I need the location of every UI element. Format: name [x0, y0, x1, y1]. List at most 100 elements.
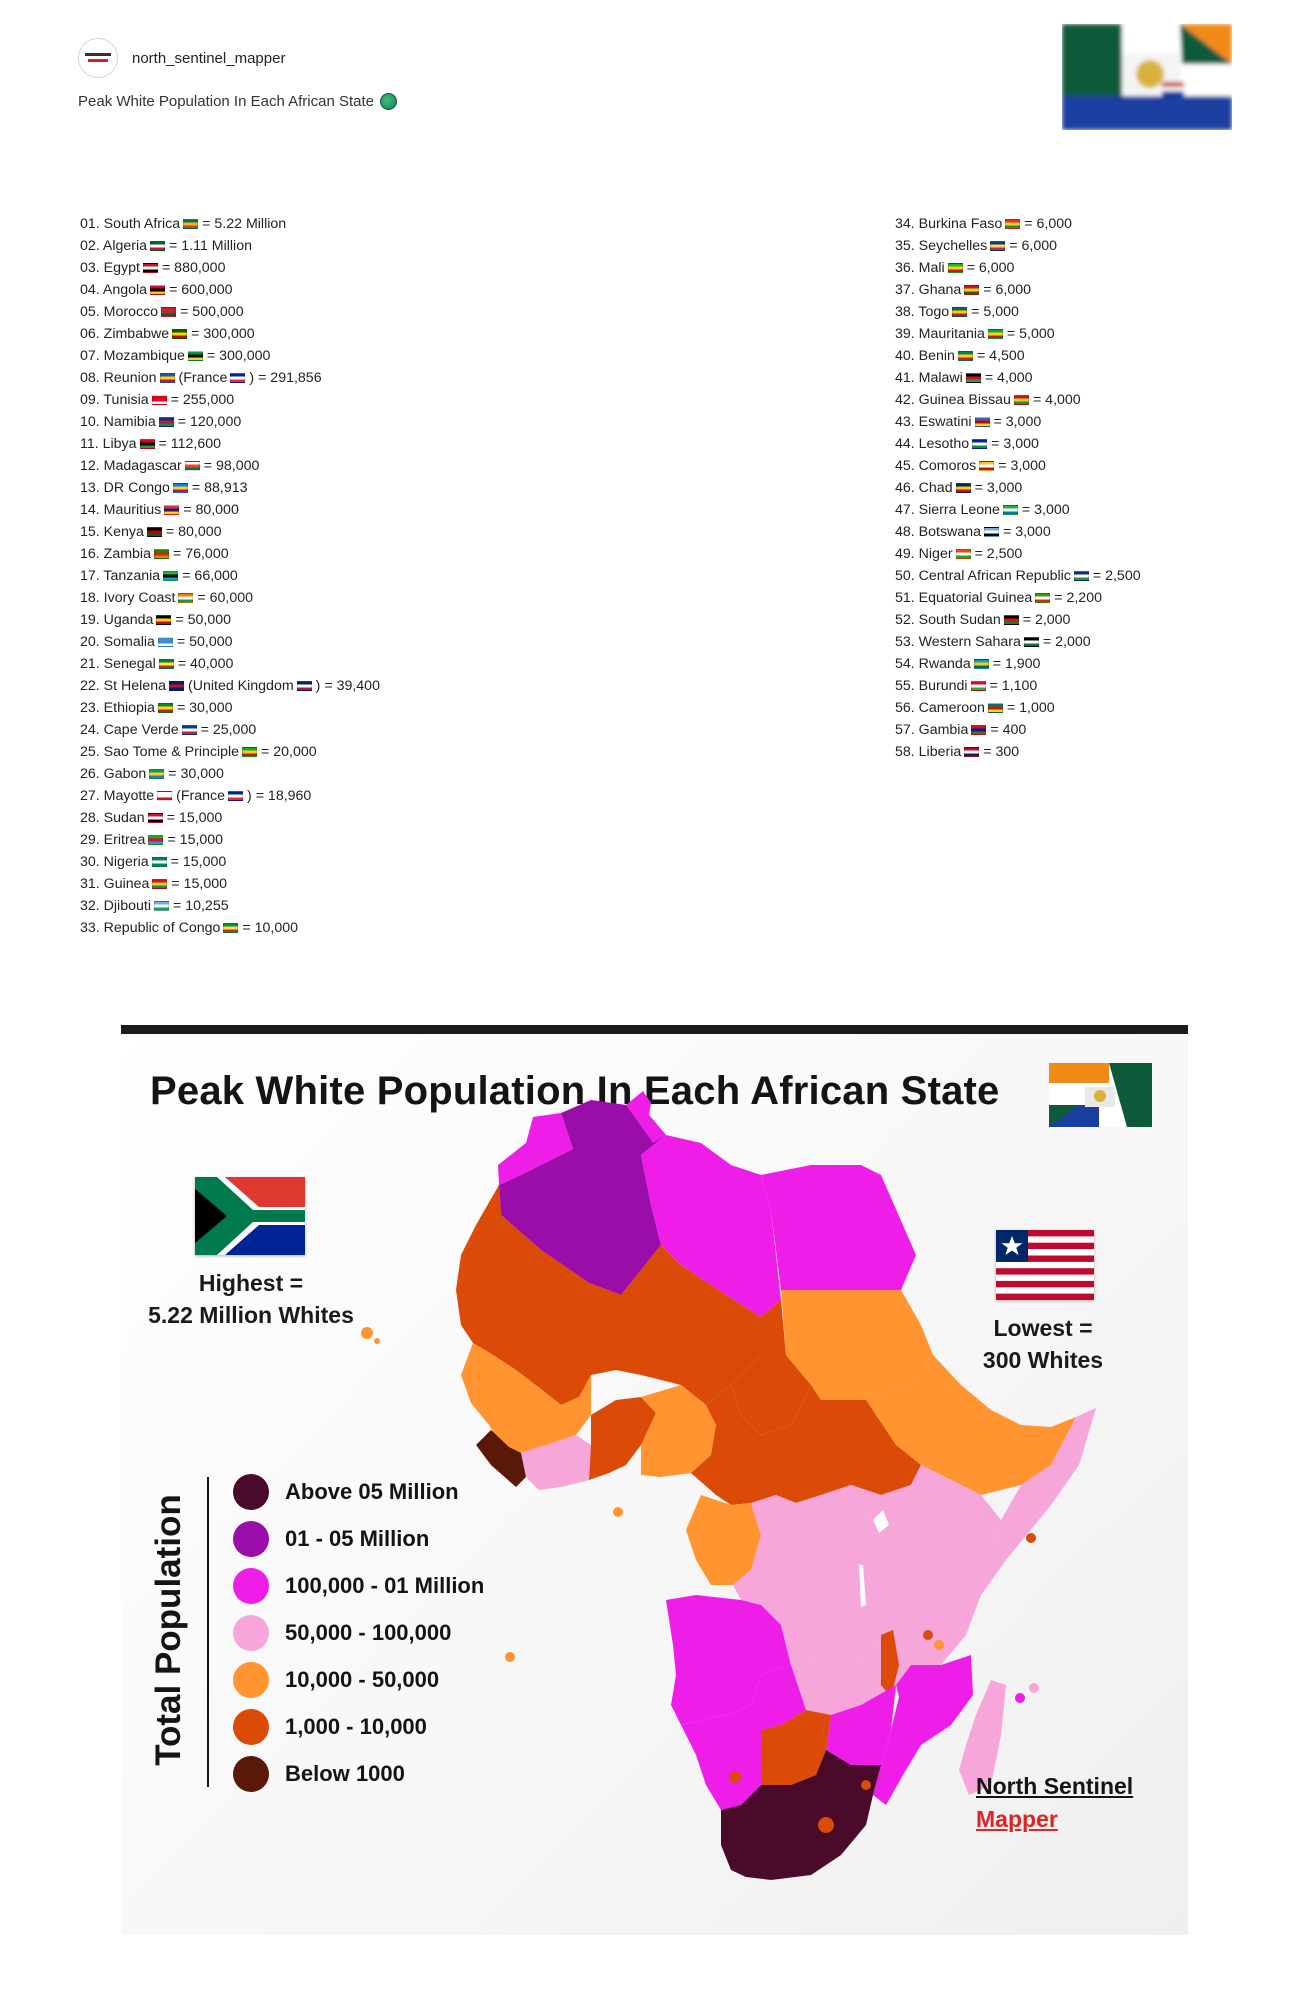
- country-name: 22. St Helena: [80, 678, 166, 694]
- list-item: 42. Guinea Bissau = 4,000: [895, 389, 1141, 411]
- list-item: 45. Comoros = 3,000: [895, 455, 1141, 477]
- country-name: 21. Senegal: [80, 656, 156, 672]
- island-bioko: [729, 1771, 741, 1783]
- list-item: 44. Lesotho = 3,000: [895, 433, 1141, 455]
- flag-ly-icon: [139, 439, 155, 449]
- population-value: = 15,000: [166, 810, 223, 826]
- flag-gw-icon: [1013, 395, 1029, 405]
- legend-item: Below 1000: [233, 1750, 484, 1797]
- corner-flag-icon: [1062, 24, 1232, 130]
- list-item: 46. Chad = 3,000: [895, 477, 1141, 499]
- flag-ke-icon: [146, 527, 162, 537]
- region-drc: [733, 1485, 881, 1665]
- population-value: = 6,000: [966, 260, 1015, 276]
- flag-eg-icon: [142, 263, 158, 273]
- list-item: 23. Ethiopia = 30,000: [80, 697, 380, 719]
- flag-zw-icon: [172, 329, 188, 339]
- population-value: = 6,000: [1024, 216, 1072, 232]
- population-value: = 3,000: [991, 436, 1039, 452]
- country-name: 33. Republic of Congo: [80, 920, 221, 936]
- brand-line-2: Mapper: [976, 1806, 1058, 1832]
- region-south-africa: [721, 1750, 881, 1880]
- population-value: = 2,500: [1092, 568, 1141, 584]
- country-name: 53. Western Sahara: [895, 634, 1021, 650]
- list-item: 34. Burkina Faso = 6,000: [895, 213, 1141, 235]
- avatar[interactable]: [78, 38, 118, 78]
- region-zambia: [781, 1625, 911, 1715]
- country-name: 13. DR Congo: [80, 480, 170, 496]
- population-value: = 1,900: [992, 656, 1041, 672]
- list-item: 03. Egypt = 880,000: [80, 257, 380, 279]
- africa-map: [361, 1091, 1096, 1880]
- island-mauritius: [1029, 1683, 1039, 1693]
- country-name: 46. Chad: [895, 480, 953, 496]
- list-item: 15. Kenya = 80,000: [80, 521, 380, 543]
- country-name: 49. Niger: [895, 546, 953, 562]
- country-name: 42. Guinea Bissau: [895, 392, 1011, 408]
- country-name: 29. Eritrea: [80, 832, 146, 848]
- region-botswana: [761, 1710, 831, 1785]
- flag-km-icon: [979, 461, 995, 471]
- legend-label: 10,000 - 50,000: [285, 1666, 440, 1692]
- population-value: = 3,000: [998, 458, 1046, 474]
- username[interactable]: north_sentinel_mapper: [132, 49, 286, 67]
- flag-sd-icon: [147, 813, 163, 823]
- lowest-callout: Lowest = 300 Whites: [953, 1312, 1133, 1376]
- country-name: 17. Tanzania: [80, 568, 161, 584]
- brand-line-1: North Sentinel: [976, 1773, 1134, 1799]
- flag-zm-icon: [153, 549, 169, 559]
- list-item: 02. Algeria = 1.11 Million: [80, 235, 380, 257]
- legend-label: 1,000 - 10,000: [285, 1713, 427, 1739]
- list-item: 20. Somalia = 50,000: [80, 631, 380, 653]
- population-value: = 1,100: [989, 678, 1038, 694]
- green-globe-icon: [380, 93, 398, 110]
- country-name: 16. Zambia: [80, 546, 151, 562]
- legend-label: 01 - 05 Million: [285, 1525, 430, 1551]
- list-item: 51. Equatorial Guinea = 2,200: [895, 587, 1141, 609]
- lake-victoria: [873, 1510, 889, 1533]
- flag-tn-icon: [151, 395, 167, 405]
- country-name: 57. Gambia: [895, 722, 969, 738]
- north-sentinel-mapper-logo-icon: [85, 53, 111, 62]
- flag-ne-icon: [955, 549, 971, 559]
- country-name: 23. Ethiopia: [80, 700, 155, 716]
- region-ghana: [589, 1397, 656, 1480]
- legend-item: 100,000 - 01 Million: [233, 1562, 484, 1609]
- country-name: 15. Kenya: [80, 524, 144, 540]
- island-sao-tome: [613, 1507, 623, 1517]
- list-item: 33. Republic of Congo = 10,000: [80, 917, 380, 939]
- list-item: 41. Malawi = 4,000: [895, 367, 1141, 389]
- list-item: 30. Nigeria = 15,000: [80, 851, 380, 873]
- list-item: 21. Senegal = 40,000: [80, 653, 380, 675]
- country-name: 37. Ghana: [895, 282, 962, 298]
- population-value: = 20,000: [261, 744, 317, 760]
- flag-ug-icon: [156, 615, 172, 625]
- region-zimbabwe: [826, 1685, 896, 1765]
- flag-so-icon: [157, 637, 173, 647]
- flag-mr-icon: [987, 329, 1003, 339]
- country-name: 30. Nigeria: [80, 854, 149, 870]
- population-value: = 3,000: [1021, 502, 1070, 518]
- list-item: 37. Ghana = 6,000: [895, 279, 1141, 301]
- flag-ci-icon: [178, 593, 194, 603]
- country-name: 18. Ivory Coast: [80, 590, 176, 606]
- country-name: 25. Sao Tome & Principle: [80, 744, 240, 760]
- flag-sn-icon: [158, 659, 174, 669]
- flag-sc-icon: [990, 241, 1006, 251]
- region-egypt: [761, 1165, 916, 1290]
- legend-axis-label: Total Population: [149, 1475, 189, 1785]
- country-name: 55. Burundi: [895, 678, 968, 694]
- brand-watermark: North Sentinel Mapper: [976, 1770, 1133, 1836]
- legend-swatch: [233, 1473, 269, 1510]
- island-comoros: [923, 1630, 933, 1640]
- country-name: 20. Somalia: [80, 634, 155, 650]
- list-item: 58. Liberia = 300: [895, 741, 1141, 763]
- population-value: = 25,000: [200, 722, 257, 738]
- list-item: 04. Angola = 600,000: [80, 279, 380, 301]
- infographic: Peak White Population In Each African St…: [121, 1025, 1188, 1935]
- highest-label: Highest =: [198, 1270, 304, 1296]
- country-name: 01. South Africa: [80, 216, 181, 232]
- country-name: 47. Sierra Leone: [895, 502, 1000, 518]
- list-item: 18. Ivory Coast = 60,000: [80, 587, 380, 609]
- country-name: 39. Mauritania: [895, 326, 985, 342]
